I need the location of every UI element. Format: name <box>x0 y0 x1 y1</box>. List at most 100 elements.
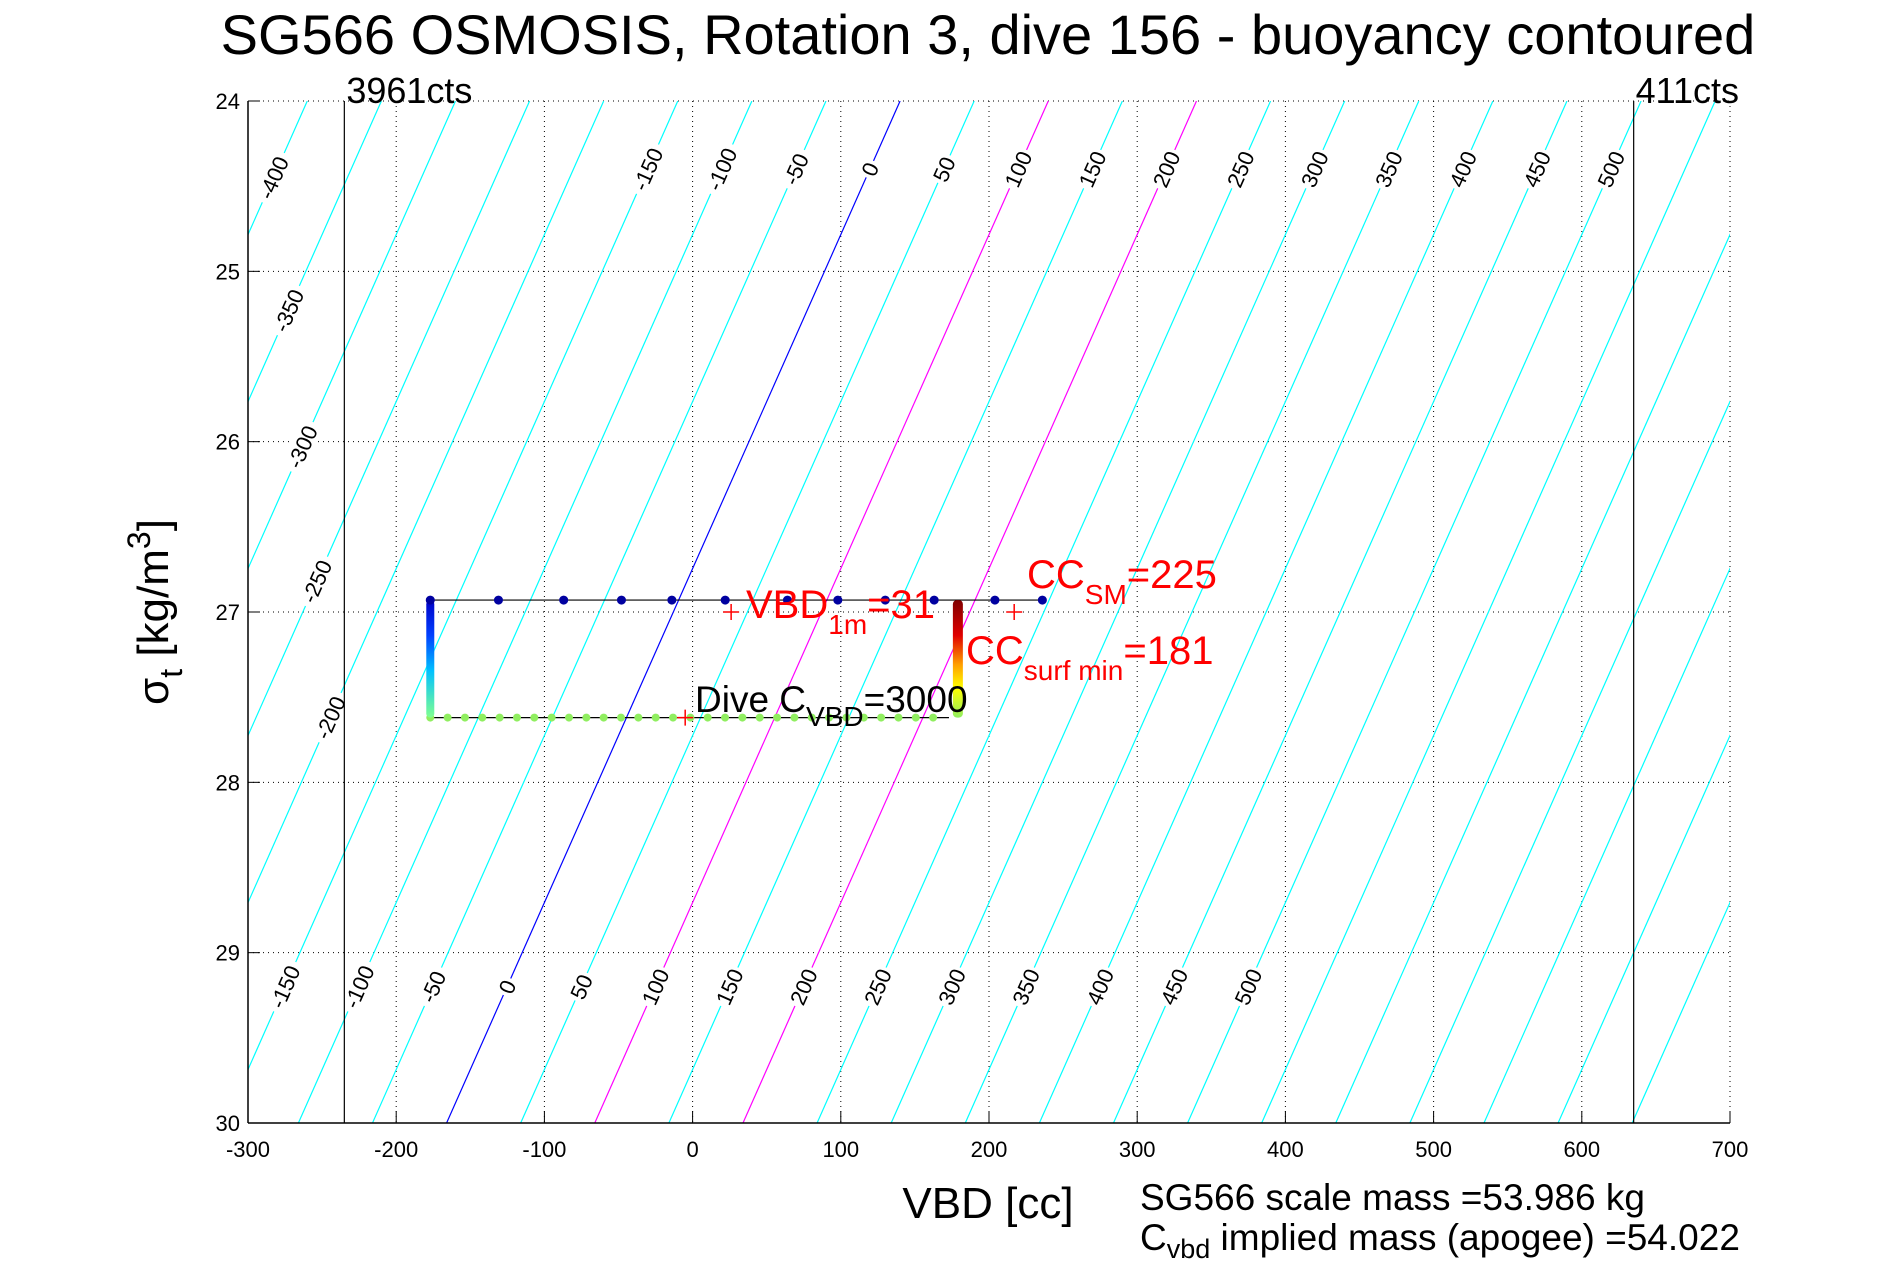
contour-label: 350 <box>1369 145 1408 193</box>
x-tick-label: 400 <box>1267 1137 1304 1162</box>
contour-label: 0 <box>493 974 521 1000</box>
descent-point <box>929 595 939 605</box>
apogee-point <box>773 713 782 722</box>
apogee-point <box>669 713 678 722</box>
contour-line <box>1483 567 1730 1123</box>
contour-label: 250 <box>1221 145 1260 193</box>
x-tick-label: -200 <box>374 1137 418 1162</box>
x-tick-label: 700 <box>1712 1137 1749 1162</box>
contour-label: -250 <box>295 552 338 611</box>
contour-label-text: -100 <box>702 144 743 194</box>
contour-label-text: 50 <box>928 153 961 186</box>
contour-label: 300 <box>1295 145 1334 193</box>
x-tick-label: 0 <box>686 1137 698 1162</box>
contour-line <box>1187 101 1642 1123</box>
contour-label: -150 <box>263 957 306 1016</box>
contour-label: 150 <box>1073 145 1111 193</box>
axes: -300 -200 -100 0 100 200 300 400 500 600 700242526… <box>216 89 1749 1162</box>
contour-label: 50 <box>565 968 598 1005</box>
contour-line <box>964 101 1420 1123</box>
annotation-vbd-1m: VBD1m=31 <box>746 583 935 640</box>
contour-line <box>0 101 85 1123</box>
x-axis-label: VBD [cc] <box>902 1179 1073 1228</box>
contour-label-bg <box>263 957 306 1016</box>
left-transition-segment <box>426 600 435 718</box>
contour-label: 0 <box>856 156 884 182</box>
contour-line <box>0 101 233 1123</box>
contour-label-bg <box>777 145 815 193</box>
marker-plus <box>723 604 740 620</box>
contour-line <box>1335 233 1730 1123</box>
contour-label: 500 <box>1592 145 1630 193</box>
contour-label-bg <box>565 968 598 1005</box>
scale-mass-text: SG566 scale mass =53.986 kg <box>1140 1177 1645 1218</box>
contour-line <box>371 101 827 1123</box>
apogee-point <box>721 713 730 722</box>
apogee-point <box>738 713 747 722</box>
contour-line <box>446 101 901 1123</box>
contour-line <box>668 101 1123 1123</box>
reference-lines: 3961cts 411cts <box>343 70 1739 1123</box>
contour-label-bg <box>1369 145 1408 193</box>
contour-label: 500 <box>1229 963 1267 1011</box>
contour-label: -400 <box>252 148 295 207</box>
chart-title: SG566 OSMOSIS, Rotation 3, dive 156 - bu… <box>221 3 1756 66</box>
contour-label-bg <box>267 281 310 340</box>
contour-label-bg <box>1518 145 1556 193</box>
reference-line-label: 3961cts <box>346 70 472 111</box>
contour-label-bg <box>933 963 971 1011</box>
contour-label-text: -100 <box>339 962 380 1012</box>
contour-label: 350 <box>1007 963 1045 1011</box>
apogee-point <box>877 713 886 722</box>
contour-label-bg <box>1444 145 1482 193</box>
contour-label-bg <box>295 552 338 611</box>
contour-label: 250 <box>858 963 897 1011</box>
contour-label-text: 50 <box>565 971 598 1004</box>
y-tick-label: 27 <box>216 600 240 625</box>
contour-label-text: -350 <box>268 286 309 336</box>
apogee-point <box>582 713 591 722</box>
contour-line <box>594 101 1049 1123</box>
descent-point <box>990 595 1000 605</box>
x-tick-label: -100 <box>522 1137 566 1162</box>
contour-line <box>1112 101 1568 1123</box>
apogee-point <box>929 713 938 722</box>
x-tick-label: 100 <box>822 1137 859 1162</box>
apogee-point <box>790 713 799 722</box>
contour-label: -150 <box>626 139 669 199</box>
contour-line <box>520 101 975 1123</box>
contour-label-bg <box>337 957 380 1016</box>
contour-label-bg <box>1155 963 1193 1011</box>
contour-label: -200 <box>309 688 352 747</box>
contour-line <box>1631 901 1730 1123</box>
x-tick-label: -300 <box>226 1137 270 1162</box>
apogee-point <box>478 713 487 722</box>
contour-line <box>248 101 457 571</box>
data-series <box>425 595 1047 726</box>
contour-label-bg <box>626 139 669 199</box>
contour-line <box>890 101 1346 1123</box>
descent-point <box>616 595 626 605</box>
y-tick-label: 26 <box>216 430 240 455</box>
contour-line <box>742 101 1198 1123</box>
contour-label: 150 <box>710 963 749 1011</box>
contour-label-text: -250 <box>297 556 338 606</box>
contour-lines <box>0 101 1730 1123</box>
contour-label-bg <box>1147 145 1185 193</box>
contour-label: 200 <box>1147 145 1186 193</box>
apogee-point <box>460 713 469 722</box>
contour-label-bg <box>1295 145 1334 193</box>
contour-label: 400 <box>1444 145 1482 193</box>
y-tick-label: 30 <box>216 1111 240 1136</box>
contour-label: 100 <box>999 145 1037 193</box>
descent-point <box>720 595 730 605</box>
y-axis-label: σt [kg/m3] <box>121 519 189 705</box>
y-tick-label: 28 <box>216 770 240 795</box>
reference-line-label: 411cts <box>1636 70 1739 111</box>
contour-label-text: -400 <box>253 153 294 203</box>
x-tick-label: 200 <box>971 1137 1008 1162</box>
descent-point <box>1037 595 1047 605</box>
y-tick-label: 24 <box>216 89 240 114</box>
annotation-cc-surf-min: CCsurf min=181 <box>966 629 1213 686</box>
